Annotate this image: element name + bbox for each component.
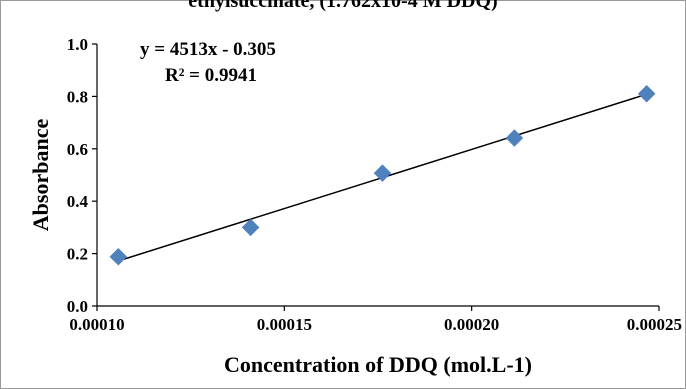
x-tick-group: 0.00010 0.00015 0.00020 0.00025: [69, 306, 682, 334]
y-tick-label: 0.2: [67, 245, 88, 264]
y-tick-label: 0.6: [67, 140, 88, 159]
chart-title: ethylsuccinate, (1.762x10-4 M DDQ): [188, 0, 497, 12]
y-tick-label: 0.0: [67, 297, 88, 316]
y-tick-label: 0.4: [67, 192, 89, 211]
data-point-marker: [505, 129, 524, 147]
data-point-marker: [373, 164, 392, 183]
y-tick-group: 0.0 0.2 0.4 0.6 0.8 1.0: [67, 35, 97, 316]
x-tick-label: 0.00025: [627, 315, 682, 334]
y-tick-label: 0.8: [67, 87, 88, 106]
x-tick-label: 0.00020: [444, 315, 499, 334]
y-tick-label: 1.0: [67, 35, 88, 54]
data-point-marker: [109, 247, 128, 266]
y-axis-title: Absorbance: [28, 119, 53, 232]
data-point-marker: [241, 218, 260, 237]
x-tick-label: 0.00010: [69, 315, 124, 334]
data-point-marker: [637, 84, 656, 103]
x-axis-title: Concentration of DDQ (mol.L-1): [224, 352, 532, 377]
data-points: [109, 84, 656, 266]
x-tick-label: 0.00015: [257, 315, 312, 334]
y-axis: 0.0 0.2 0.4 0.6 0.8 1.0: [67, 35, 98, 316]
trendline-equation: y = 4513x - 0.305: [140, 39, 276, 60]
x-axis: 0.00010 0.00015 0.00020 0.00025: [69, 305, 682, 334]
r-squared-label: R² = 0.9941: [165, 65, 257, 86]
